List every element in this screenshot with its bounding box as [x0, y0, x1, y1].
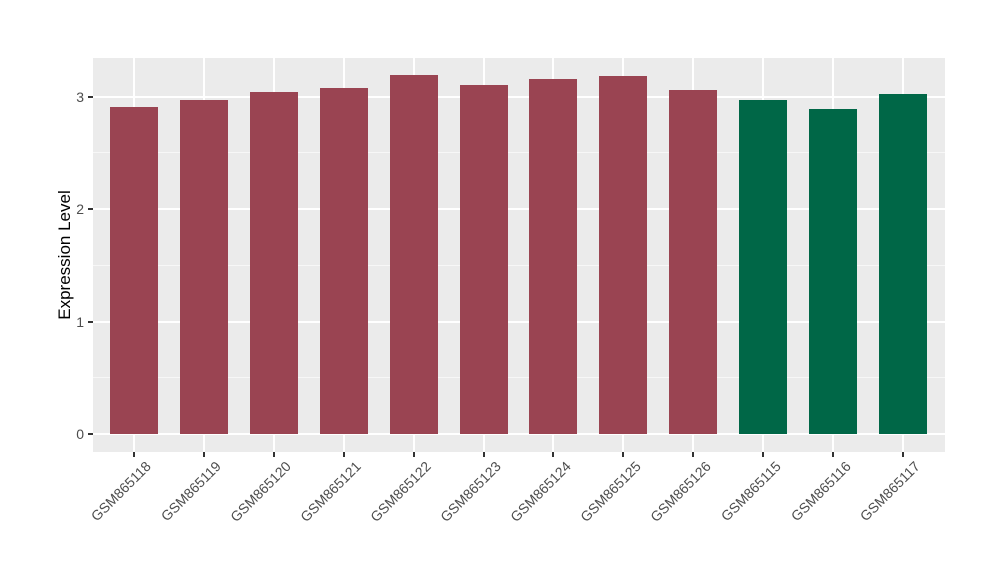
bar [319, 87, 368, 434]
x-tick-label: GSM865123 [436, 458, 504, 525]
x-tick-mark [762, 452, 765, 457]
bar [739, 99, 788, 434]
bar [878, 94, 927, 434]
plot-panel [93, 58, 945, 452]
x-tick-label: GSM865124 [506, 458, 574, 525]
x-tick-mark [552, 452, 555, 457]
x-tick-mark [482, 452, 485, 457]
x-tick-mark [272, 452, 275, 457]
y-major-gridline [93, 320, 945, 323]
y-major-gridline [93, 433, 945, 435]
x-tick-label: GSM865125 [576, 458, 644, 525]
x-tick-mark [202, 452, 205, 457]
bar [529, 78, 578, 434]
x-tick-label: GSM865122 [367, 458, 434, 525]
bar [809, 108, 858, 434]
bar [459, 85, 508, 434]
x-tick-label: GSM865116 [787, 458, 854, 525]
y-tick-mark [88, 433, 93, 435]
x-tick-label: GSM865120 [227, 458, 295, 525]
x-tick-label: GSM865126 [646, 458, 714, 525]
y-tick-label: 0 [76, 426, 84, 442]
bar [110, 106, 158, 434]
bar [389, 75, 438, 434]
y-tick-mark [88, 95, 93, 98]
x-tick-mark [133, 452, 135, 457]
x-tick-label: GSM865121 [297, 458, 365, 525]
y-major-gridline [93, 95, 945, 98]
bar [249, 92, 298, 434]
y-major-gridline [93, 208, 945, 210]
bar [179, 99, 228, 434]
x-tick-mark [692, 452, 695, 457]
y-axis-title: Expression Level [55, 190, 74, 320]
x-tick-mark [901, 452, 904, 457]
x-tick-mark [832, 452, 835, 457]
y-minor-gridline [93, 377, 945, 379]
x-tick-label: GSM865118 [88, 458, 155, 525]
y-tick-label: 1 [76, 313, 84, 330]
bar [669, 89, 718, 434]
y-tick-mark [88, 320, 93, 323]
y-minor-gridline [93, 264, 945, 266]
x-tick-label: GSM865115 [717, 458, 784, 525]
y-tick-label: 2 [76, 201, 84, 217]
x-tick-label: GSM865117 [857, 458, 924, 525]
y-tick-label: 3 [76, 88, 84, 105]
x-tick-mark [412, 452, 415, 457]
y-tick-mark [88, 208, 93, 210]
x-tick-mark [622, 452, 625, 457]
bar [599, 76, 648, 434]
y-minor-gridline [93, 152, 945, 154]
x-tick-mark [342, 452, 345, 457]
x-tick-label: GSM865119 [158, 458, 225, 525]
